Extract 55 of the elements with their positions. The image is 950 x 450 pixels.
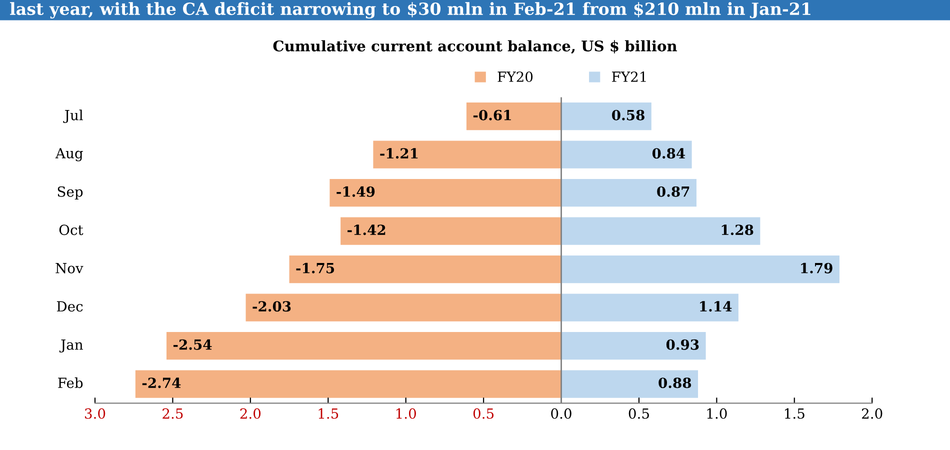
- y-tick-label: Nov: [56, 263, 84, 274]
- x-tick-label: 0.5: [628, 408, 649, 419]
- x-tick-label: 2.0: [240, 408, 261, 419]
- data-label: -2.54: [173, 339, 212, 350]
- data-label: 0.84: [652, 148, 686, 159]
- chart-title: last year, with the CA deficit narrowing to $30 mln in Feb-21 from $210 mln in Jan-21: [10, 2, 810, 19]
- bar: [466, 102, 562, 130]
- bar: [561, 179, 696, 207]
- data-label: -1.42: [348, 224, 386, 236]
- bar: [373, 140, 562, 168]
- data-label: 0.88: [658, 378, 692, 388]
- data-label: 0.93: [666, 339, 699, 350]
- y-tick-label: Dec: [56, 301, 83, 312]
- x-tick-label: 0.5: [473, 408, 494, 419]
- bar: [561, 370, 698, 398]
- y-tick-label: Oct: [59, 224, 84, 236]
- data-label: 1.28: [722, 224, 754, 236]
- x-tick-label: 0.0: [551, 408, 572, 419]
- chart-subtitle: Cumulative current account balance, US $ billion: [273, 40, 677, 54]
- data-label: -1.49: [336, 186, 375, 197]
- bar: [246, 294, 562, 322]
- bar: [561, 102, 652, 130]
- data-label: -1.75: [296, 262, 334, 274]
- data-label: -2.03: [252, 301, 291, 312]
- bar: [330, 179, 562, 207]
- x-tick-label: 1.5: [785, 408, 804, 419]
- bar: [561, 256, 840, 284]
- data-label: 0.87: [657, 186, 690, 197]
- bar: [135, 370, 562, 398]
- bar: [561, 294, 738, 322]
- y-tick-label: Aug: [55, 148, 83, 162]
- y-tick-label: Jan: [59, 340, 83, 353]
- x-tick-label: 1.0: [707, 408, 727, 419]
- bar: [340, 217, 562, 245]
- x-tick-label: 2.0: [862, 408, 882, 419]
- x-tick-label: 2.5: [162, 408, 183, 419]
- data-label: -0.61: [473, 110, 511, 120]
- data-label: -1.21: [380, 148, 418, 159]
- legend-label: FY21: [612, 72, 646, 82]
- data-label: 1.79: [801, 262, 832, 274]
- data-label: 1.14: [700, 301, 732, 312]
- bar: [561, 217, 760, 245]
- data-label: -2.74: [142, 378, 181, 388]
- y-tick-label: Sep: [58, 186, 83, 200]
- x-tick-label: 1.5: [318, 408, 338, 419]
- bar: [166, 332, 562, 360]
- bar: [561, 332, 706, 360]
- y-tick-label: Jul: [63, 110, 83, 124]
- legend-label: FY20: [498, 72, 533, 82]
- data-label: 0.58: [612, 110, 644, 120]
- bar: [561, 140, 692, 168]
- x-tick-label: 1.0: [396, 408, 416, 419]
- x-tick-label: 3.0: [85, 408, 106, 419]
- bar: [289, 256, 562, 284]
- y-tick-label: Feb: [58, 377, 83, 388]
